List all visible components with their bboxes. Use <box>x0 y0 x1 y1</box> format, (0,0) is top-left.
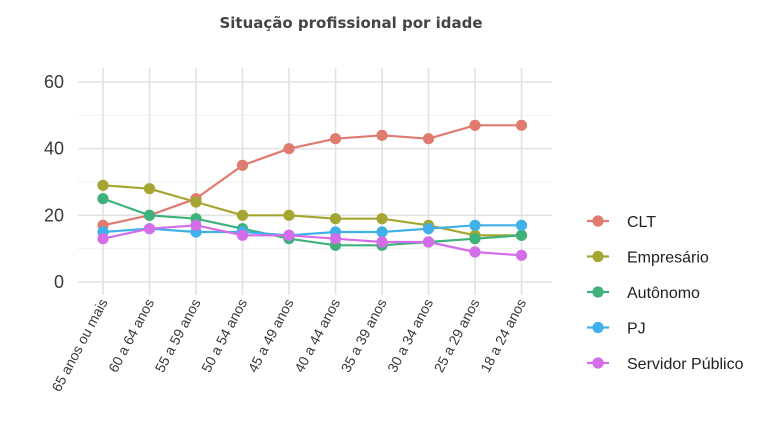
data-point[interactable] <box>329 233 342 245</box>
legend-label: Empresário <box>627 250 709 267</box>
legend-key-point <box>592 250 604 263</box>
chart-title: Situação profissional por idade <box>219 14 483 32</box>
data-point[interactable] <box>376 236 388 248</box>
legend-item: PJ <box>587 321 646 338</box>
legend: CLT Empresário Autônomo PJ Servidor Público <box>587 214 744 373</box>
legend-item: CLT <box>587 214 656 231</box>
data-point[interactable] <box>97 179 109 191</box>
data-point[interactable] <box>329 133 342 145</box>
data-point[interactable] <box>283 143 295 155</box>
x-tick-label: 35 a 39 anos <box>338 296 390 375</box>
data-point[interactable] <box>422 133 435 145</box>
data-point[interactable] <box>97 193 109 205</box>
series-line <box>102 197 522 247</box>
data-point[interactable] <box>190 196 202 208</box>
data-point[interactable] <box>143 209 156 221</box>
y-tick-label: 40 <box>44 139 64 159</box>
x-tick-label: 30 a 34 anos <box>384 296 436 375</box>
legend-item: Servidor Público <box>587 356 744 373</box>
x-tick-label: 65 anos ou mais <box>48 296 110 394</box>
data-point[interactable] <box>236 229 249 241</box>
data-point[interactable] <box>469 119 481 131</box>
data-point[interactable] <box>190 219 202 231</box>
legend-item: Autônomo <box>587 285 700 302</box>
legend-label: CLT <box>627 214 656 231</box>
x-tick-label: 18 a 24 anos <box>477 296 529 375</box>
y-tick-label: 0 <box>54 272 64 292</box>
legend-label: Autônomo <box>627 285 700 302</box>
series-line <box>102 224 522 237</box>
x-tick-label: 45 a 49 anos <box>245 296 297 375</box>
legend-key-point <box>592 215 604 227</box>
x-tick-label: 25 a 29 anos <box>431 296 483 375</box>
series-line <box>102 224 522 257</box>
data-point[interactable] <box>143 183 156 195</box>
series-line <box>102 124 522 227</box>
legend-label: Servidor Público <box>627 356 744 373</box>
legend-key-point <box>592 286 604 298</box>
data-point[interactable] <box>515 249 528 261</box>
legend-key-point <box>592 321 604 334</box>
x-tick-label: 50 a 54 anos <box>198 296 250 375</box>
y-tick-label: 60 <box>44 72 64 92</box>
data-point[interactable] <box>469 246 481 258</box>
grid-lines <box>78 68 552 295</box>
data-point[interactable] <box>376 213 388 225</box>
x-tick-label: 40 a 44 anos <box>291 296 343 375</box>
data-point[interactable] <box>329 213 342 225</box>
legend-item: Empresário <box>587 250 709 267</box>
x-tick-label: 60 a 64 anos <box>105 296 157 375</box>
data-point[interactable] <box>376 129 388 141</box>
y-axis-ticks: 0 20 40 60 <box>44 72 64 292</box>
series-line <box>102 184 522 237</box>
series-clt <box>97 119 528 231</box>
data-point[interactable] <box>97 233 109 245</box>
data-point[interactable] <box>515 119 528 131</box>
data-point[interactable] <box>283 209 295 221</box>
data-point[interactable] <box>143 223 156 235</box>
data-point[interactable] <box>469 219 481 231</box>
series-group <box>97 119 528 261</box>
data-point[interactable] <box>376 226 388 238</box>
data-point[interactable] <box>236 209 249 221</box>
legend-key-point <box>592 357 604 369</box>
series-autônomo <box>97 193 528 251</box>
data-point[interactable] <box>469 233 481 245</box>
data-point[interactable] <box>422 223 435 235</box>
x-tick-label: 55 a 59 anos <box>152 296 204 375</box>
data-point[interactable] <box>515 229 528 241</box>
data-point[interactable] <box>283 229 295 241</box>
data-point[interactable] <box>515 219 528 231</box>
y-tick-label: 20 <box>44 205 64 225</box>
series-servidor-público <box>97 219 528 261</box>
data-point[interactable] <box>422 236 435 248</box>
legend-label: PJ <box>627 321 646 338</box>
data-point[interactable] <box>236 159 249 171</box>
